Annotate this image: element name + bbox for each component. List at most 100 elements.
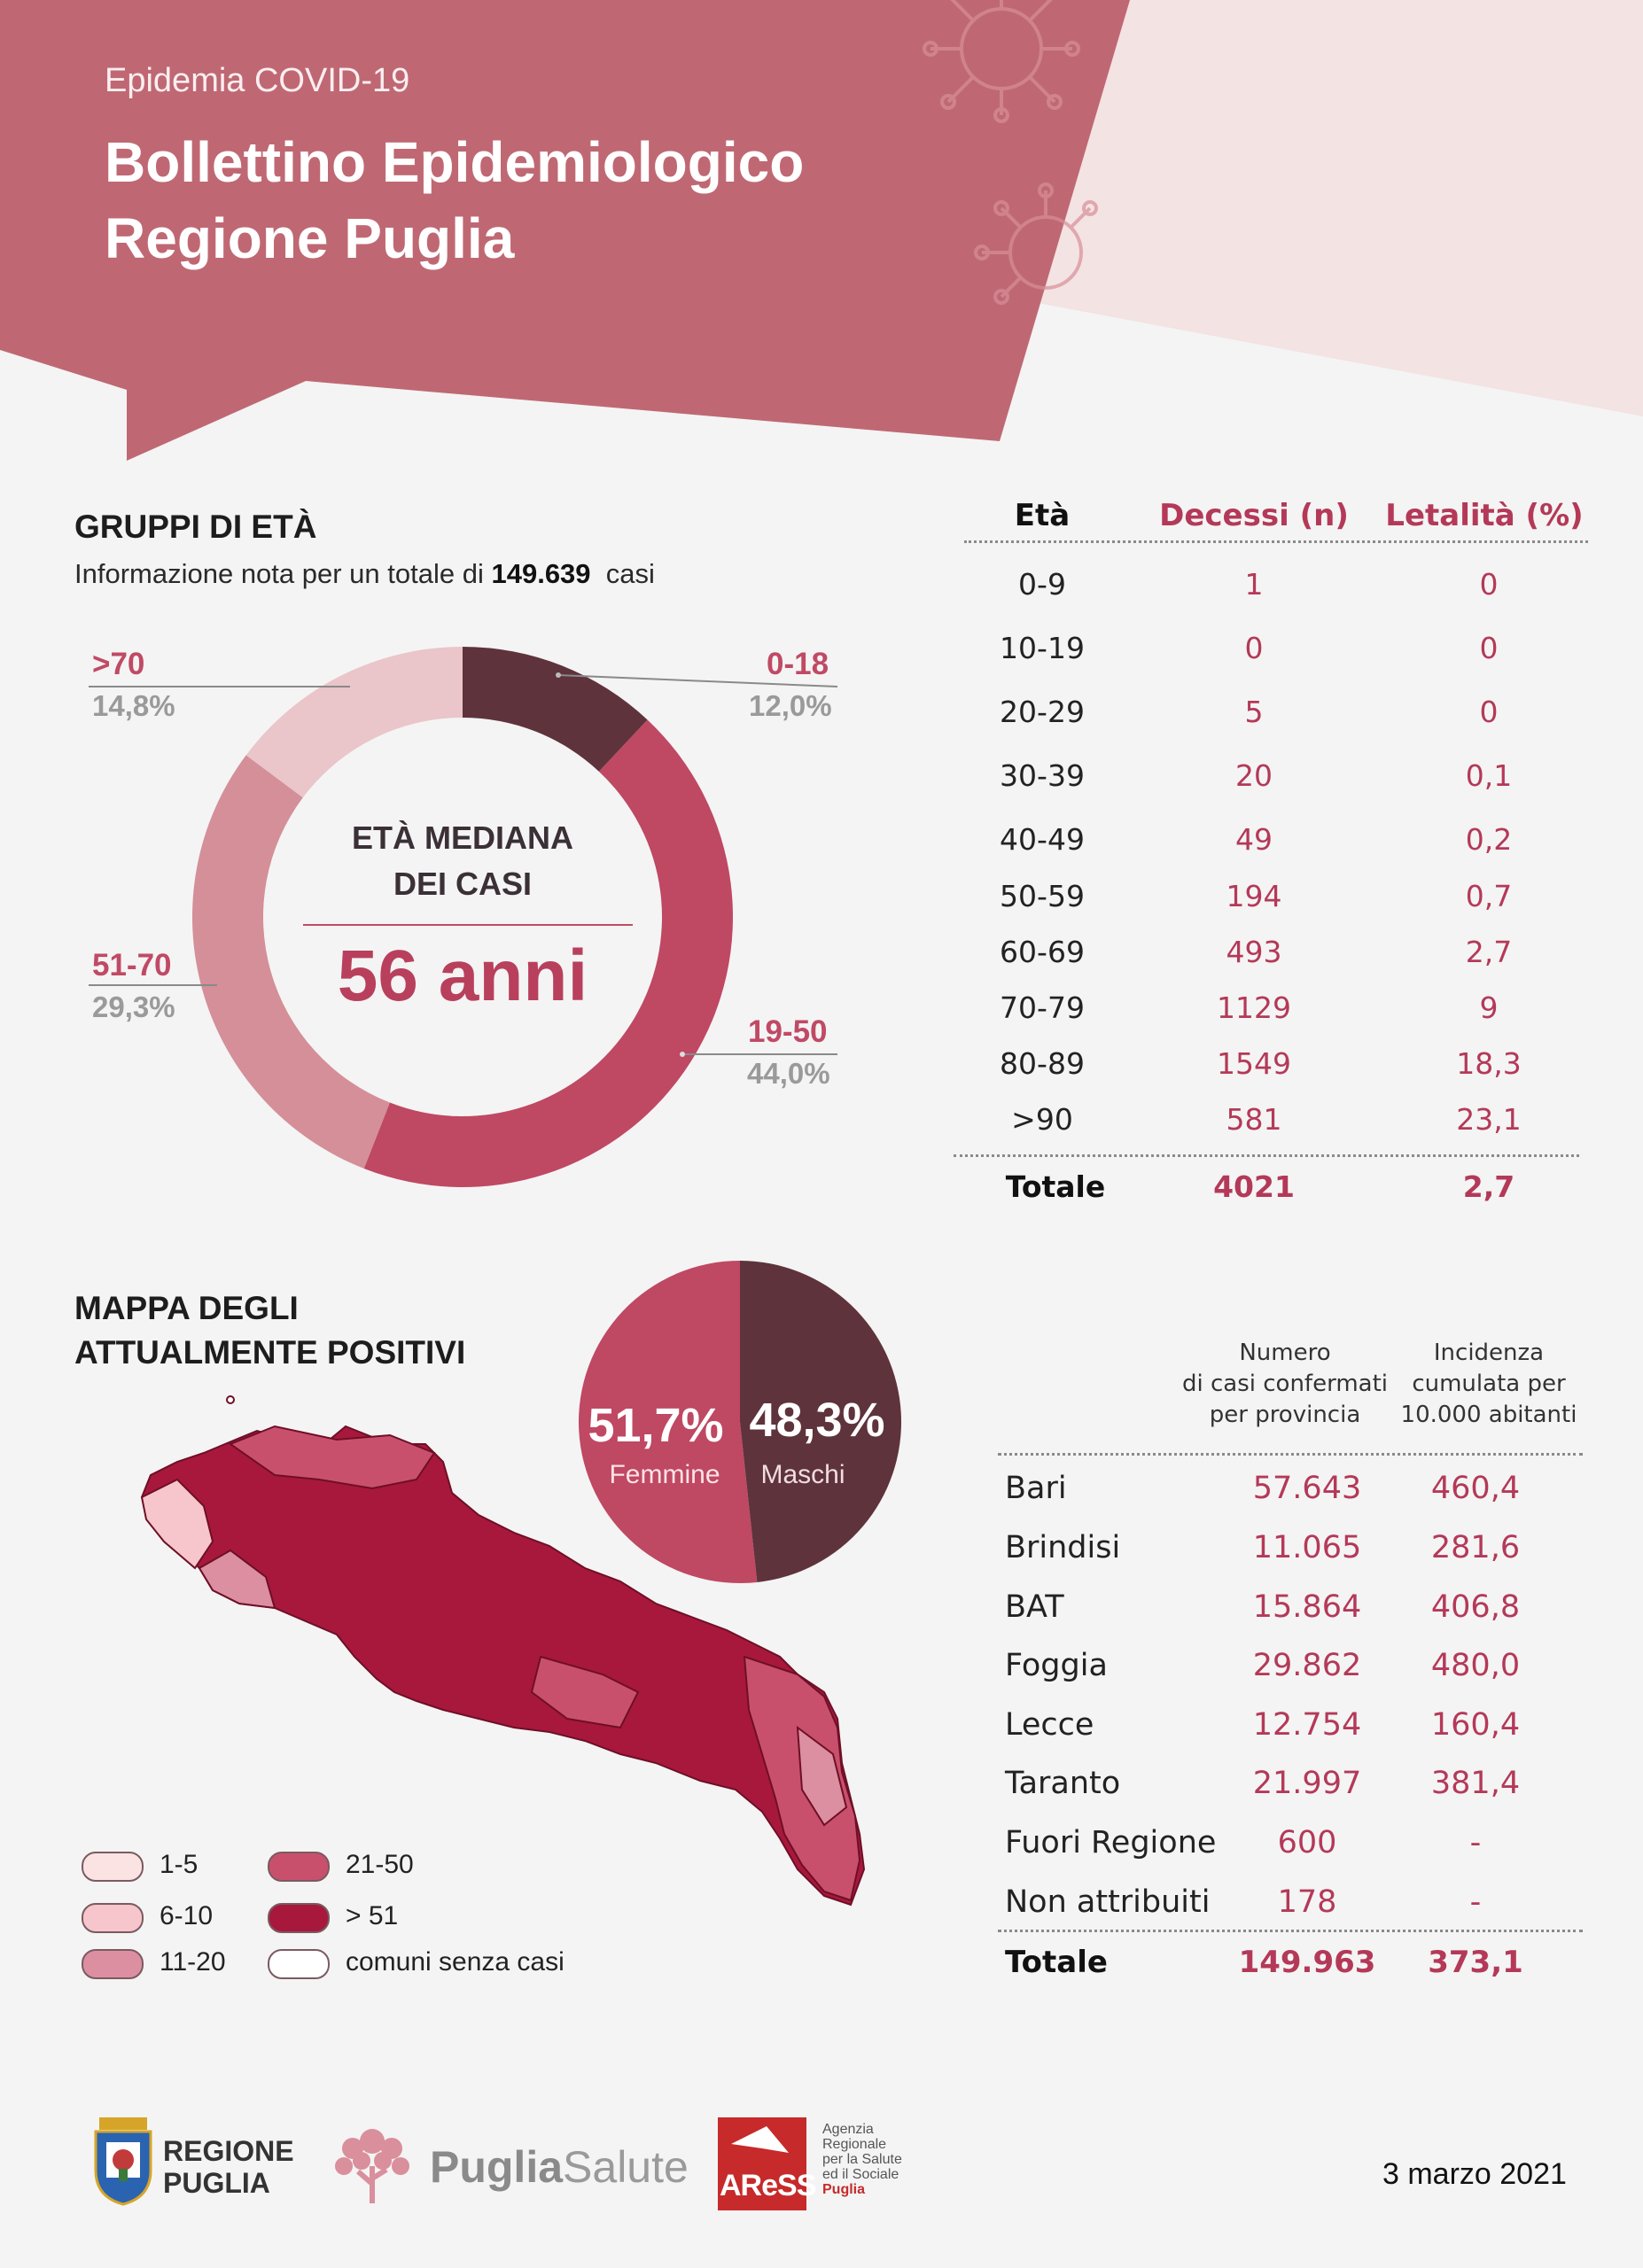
salute-word: Salute xyxy=(563,2142,689,2192)
map-region-west xyxy=(140,1478,214,1570)
regione-text-1: REGIONE xyxy=(163,2135,294,2167)
lethality-cell: 0 xyxy=(1479,567,1499,602)
province-name-cell: Foggia xyxy=(1005,1648,1108,1683)
table-divider xyxy=(954,1154,1579,1157)
col-header-letalita: Letalità (%) xyxy=(1385,498,1584,533)
legend-label-21-50: 21-50 xyxy=(346,1850,414,1879)
legend-swatch-no-cases xyxy=(268,1949,330,1979)
legend-label-no-cases: comuni senza casi xyxy=(346,1947,565,1977)
median-label-line-2: DEI CASI xyxy=(393,866,533,902)
label-over-70: >70 xyxy=(92,647,145,681)
table-divider xyxy=(964,540,1588,543)
map-title-line-2: ATTUALMENTE POSITIVI xyxy=(74,1334,466,1371)
lethality-cell: 18,3 xyxy=(1456,1046,1522,1081)
header-banner xyxy=(0,0,1643,461)
total-deaths: 4021 xyxy=(1213,1169,1295,1204)
map-region-salento-tip xyxy=(796,1725,848,1827)
aress-desc-4: ed il Sociale xyxy=(822,2167,899,2182)
province-name-cell: Brindisi xyxy=(1005,1530,1121,1565)
aress-desc-5: Puglia xyxy=(822,2182,866,2197)
regione-text-2: PUGLIA xyxy=(163,2167,270,2199)
age-cell: 80-89 xyxy=(1000,1046,1085,1081)
median-value: 56 anni xyxy=(337,936,588,1016)
legend-swatch-6-10 xyxy=(82,1903,144,1933)
table-divider xyxy=(998,1453,1583,1456)
deaths-cell: 1129 xyxy=(1217,990,1291,1025)
info-prefix: Informazione nota per un totale di xyxy=(74,558,484,589)
virus-icon xyxy=(974,183,1098,305)
aress-description: Agenzia Regionale per la Salute ed il So… xyxy=(822,2122,902,2197)
page-title: Bollettino Epidemiologico Regione Puglia xyxy=(105,124,991,276)
map-region-south-west xyxy=(198,1549,276,1610)
prov-col-header-cases: Numero di casi confermati per provincia xyxy=(1170,1338,1400,1431)
gender-pie-chart xyxy=(579,1261,902,1583)
pct-over-70: 14,8% xyxy=(92,689,175,722)
province-incidence-cell: 406,8 xyxy=(1430,1589,1521,1625)
legend-label-1-5: 1-5 xyxy=(160,1850,199,1879)
median-label-line-1: ETÀ MEDIANA xyxy=(352,819,573,856)
province-incidence-cell: 160,4 xyxy=(1430,1707,1521,1743)
aress-logo-icon xyxy=(718,2117,806,2210)
info-total: 149.639 xyxy=(491,558,591,589)
male-pct: 48,3% xyxy=(749,1394,885,1447)
title-line-1: Bollettino Epidemiologico xyxy=(105,130,805,194)
aress-desc-2: Regionale xyxy=(822,2137,887,2152)
donut-slice-51-70 xyxy=(191,755,390,1169)
province-name-cell: Taranto xyxy=(1005,1766,1121,1801)
median-label: ETÀ MEDIANA DEI CASI xyxy=(285,815,640,907)
province-name-cell: Non attribuiti xyxy=(1005,1884,1211,1920)
aress-desc-3: per la Salute xyxy=(822,2152,902,2167)
gender-slice-femmine xyxy=(579,1261,758,1583)
header-subtitle: Epidemia COVID-19 xyxy=(105,62,410,99)
legend-swatch-21-50 xyxy=(268,1852,330,1882)
lethality-cell: 9 xyxy=(1479,990,1499,1025)
legend-label-over-51: > 51 xyxy=(346,1901,399,1930)
lethality-cell: 0 xyxy=(1479,695,1499,729)
age-cell: 0-9 xyxy=(1018,567,1066,602)
deaths-cell: 194 xyxy=(1226,879,1282,913)
prov-head-inc-1: Incidenza xyxy=(1433,1340,1545,1366)
province-cases-cell: 57.643 xyxy=(1252,1471,1362,1506)
legend-label-11-20: 11-20 xyxy=(160,1947,226,1977)
info-suffix: casi xyxy=(605,558,655,589)
female-label: Femmine xyxy=(609,1460,720,1489)
report-date: 3 marzo 2021 xyxy=(1382,2157,1567,2191)
prov-head-cases-2: di casi confermati xyxy=(1182,1371,1388,1397)
province-incidence-cell: 460,4 xyxy=(1430,1471,1521,1506)
legend-swatch-over-51 xyxy=(268,1903,330,1933)
deaths-cell: 581 xyxy=(1226,1102,1282,1137)
prov-total-incidence: 373,1 xyxy=(1428,1945,1523,1980)
leader-dot-19-50 xyxy=(680,1052,685,1057)
deaths-cell: 49 xyxy=(1235,822,1273,857)
lethality-cell: 0,7 xyxy=(1465,879,1513,913)
label-19-50: 19-50 xyxy=(748,1014,828,1049)
leader-line-0-18 xyxy=(557,674,838,687)
age-cell: 60-69 xyxy=(1000,935,1085,969)
province-cases-cell: 21.997 xyxy=(1252,1766,1362,1801)
map-title: MAPPA DEGLI ATTUALMENTE POSITIVI xyxy=(74,1286,465,1375)
leader-dot-0-18 xyxy=(556,672,561,678)
map-region-gargano xyxy=(228,1425,436,1490)
age-cell: 40-49 xyxy=(1000,822,1085,857)
aress-logo-text: AReSS xyxy=(720,2169,816,2202)
virus-icon xyxy=(923,0,1080,123)
province-name-cell: Bari xyxy=(1005,1471,1067,1506)
deaths-cell: 0 xyxy=(1244,631,1264,665)
col-header-eta: Età xyxy=(1014,498,1071,533)
legend-label-6-10: 6-10 xyxy=(160,1901,214,1930)
puglia-map xyxy=(140,1395,866,1907)
puglia-salute-logo-text: PugliaSalute xyxy=(430,2141,689,2193)
puglia-salute-tree-icon xyxy=(335,2129,409,2203)
map-title-line-1: MAPPA DEGLI xyxy=(74,1290,299,1326)
female-pct: 51,7% xyxy=(588,1399,724,1452)
prov-total-cases: 149.963 xyxy=(1238,1945,1376,1980)
map-region-murge xyxy=(530,1655,640,1729)
deaths-cell: 1 xyxy=(1244,567,1264,602)
age-cell: 10-19 xyxy=(1000,631,1085,665)
province-cases-cell: 15.864 xyxy=(1252,1589,1362,1625)
prov-total-label: Totale xyxy=(1005,1945,1108,1980)
label-0-18: 0-18 xyxy=(767,647,829,681)
lethality-cell: 0,1 xyxy=(1465,758,1513,793)
province-cases-cell: 178 xyxy=(1277,1884,1337,1920)
table-divider xyxy=(998,1930,1583,1932)
